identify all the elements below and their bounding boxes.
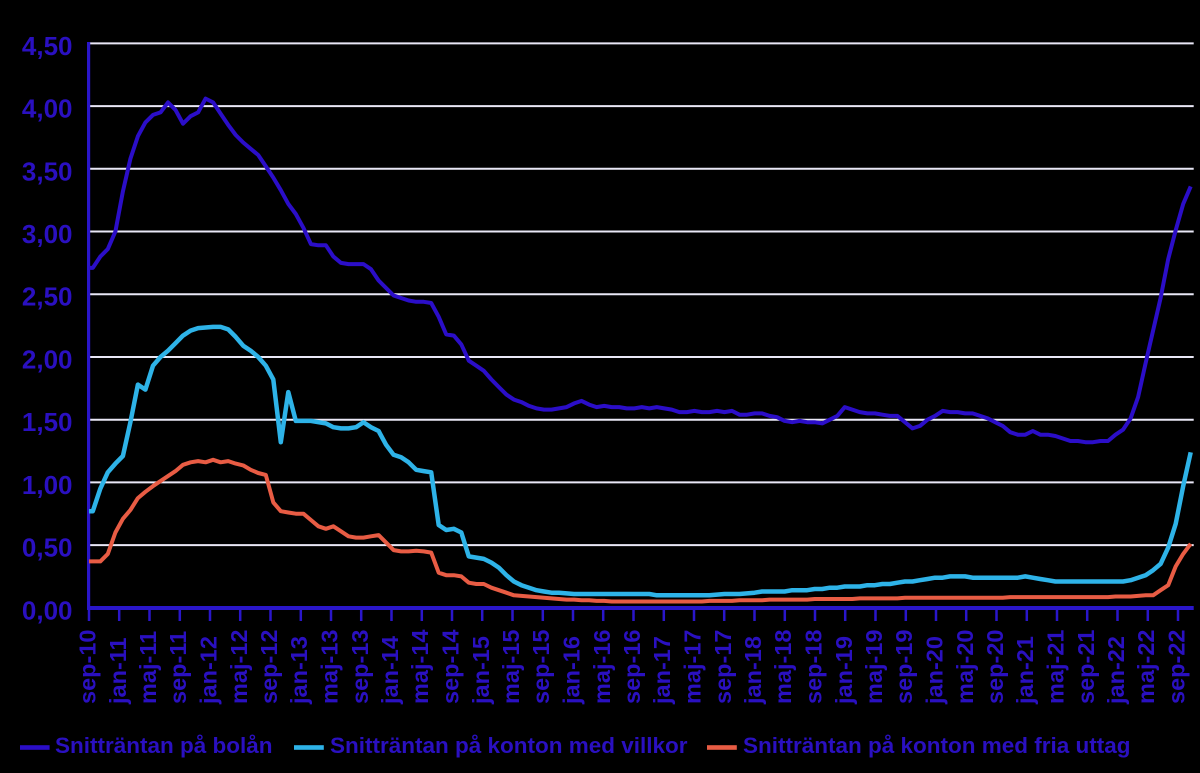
svg-text:1,00: 1,00: [22, 470, 73, 500]
svg-text:jan-20: jan-20: [922, 636, 948, 705]
svg-text:jan-16: jan-16: [559, 636, 585, 705]
svg-text:maj-21: maj-21: [1043, 630, 1069, 704]
svg-text:2,50: 2,50: [22, 282, 73, 312]
svg-text:sep-18: sep-18: [801, 630, 827, 704]
svg-text:maj-13: maj-13: [317, 630, 343, 704]
svg-text:jan-19: jan-19: [831, 636, 857, 705]
svg-text:2,00: 2,00: [22, 345, 73, 375]
svg-text:maj-20: maj-20: [952, 630, 978, 704]
svg-text:maj-19: maj-19: [861, 630, 887, 704]
svg-text:1,50: 1,50: [22, 407, 73, 437]
svg-text:sep-10: sep-10: [75, 630, 101, 704]
svg-text:jan-15: jan-15: [468, 636, 494, 705]
svg-text:jan-12: jan-12: [196, 636, 222, 705]
svg-text:jan-17: jan-17: [649, 636, 675, 705]
svg-text:0,50: 0,50: [22, 533, 73, 563]
svg-text:maj-11: maj-11: [135, 631, 161, 704]
svg-text:jan-14: jan-14: [377, 636, 403, 705]
svg-text:jan-21: jan-21: [1012, 636, 1038, 705]
svg-text:maj-16: maj-16: [589, 630, 615, 704]
svg-text:maj-12: maj-12: [226, 630, 252, 704]
svg-text:4,00: 4,00: [22, 94, 73, 124]
svg-text:sep-17: sep-17: [710, 630, 736, 704]
svg-text:jan-11: jan-11: [105, 637, 131, 705]
svg-text:sep-19: sep-19: [891, 630, 917, 704]
svg-text:3,00: 3,00: [22, 219, 73, 249]
svg-text:maj-15: maj-15: [498, 630, 524, 704]
svg-text:Snitträntan på bolån: Snitträntan på bolån: [55, 733, 273, 758]
svg-text:3,50: 3,50: [22, 156, 73, 186]
svg-text:jan-22: jan-22: [1103, 636, 1129, 705]
svg-text:maj-22: maj-22: [1133, 630, 1159, 704]
svg-text:maj-18: maj-18: [770, 630, 796, 704]
svg-text:sep-20: sep-20: [982, 630, 1008, 704]
svg-text:sep-15: sep-15: [528, 630, 554, 704]
svg-text:sep-13: sep-13: [347, 630, 373, 704]
svg-text:maj-17: maj-17: [680, 630, 706, 704]
svg-text:sep-14: sep-14: [438, 630, 464, 704]
svg-text:sep-22: sep-22: [1164, 630, 1190, 704]
svg-text:sep-21: sep-21: [1073, 630, 1099, 704]
svg-text:sep-11: sep-11: [165, 631, 191, 704]
svg-text:0,00: 0,00: [22, 595, 73, 625]
svg-text:sep-12: sep-12: [256, 630, 282, 704]
svg-text:jan-18: jan-18: [740, 636, 766, 705]
svg-text:Snitträntan på konton med vill: Snitträntan på konton med villkor: [330, 733, 688, 758]
svg-text:maj-14: maj-14: [407, 630, 433, 704]
svg-text:4,50: 4,50: [22, 31, 73, 61]
svg-text:jan-13: jan-13: [286, 636, 312, 705]
svg-text:Snitträntan på konton med fria: Snitträntan på konton med fria uttag: [743, 733, 1131, 758]
svg-text:sep-16: sep-16: [619, 630, 645, 704]
